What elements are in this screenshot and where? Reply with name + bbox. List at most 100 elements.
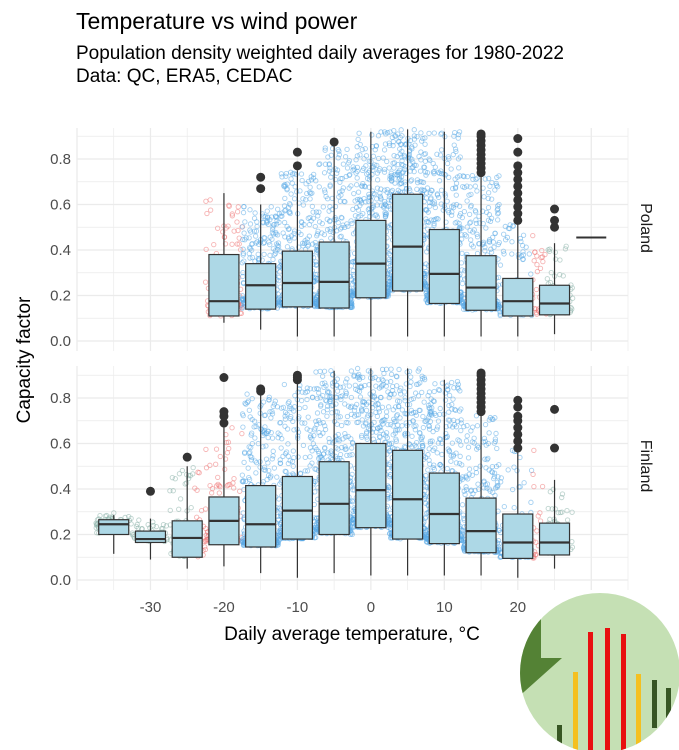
- data-point: [490, 239, 497, 245]
- data-point: [313, 209, 320, 215]
- data-point: [254, 219, 260, 225]
- data-point: [451, 133, 457, 139]
- data-point: [270, 453, 276, 459]
- data-point: [309, 241, 316, 247]
- data-point: [526, 251, 532, 257]
- data-point: [378, 129, 384, 135]
- data-point: [275, 240, 282, 246]
- data-point: [496, 173, 502, 179]
- data-point: [546, 248, 553, 255]
- data-point: [456, 203, 463, 209]
- data-point: [419, 138, 425, 144]
- data-point: [408, 177, 415, 183]
- data-point: [432, 204, 438, 211]
- data-point: [457, 154, 463, 160]
- data-point: [453, 180, 460, 186]
- data-point: [495, 203, 501, 209]
- data-point: [455, 135, 461, 141]
- data-point: [231, 476, 237, 482]
- data-point: [462, 232, 468, 238]
- data-point: [406, 141, 412, 147]
- box-5: [392, 129, 424, 337]
- data-point: [455, 132, 462, 138]
- data-point: [409, 146, 415, 152]
- data-point: [334, 388, 341, 394]
- data-point: [423, 195, 430, 201]
- data-point: [542, 251, 548, 258]
- data-point: [468, 202, 474, 209]
- data-point: [272, 398, 278, 404]
- data-point: [495, 210, 502, 216]
- data-point: [363, 163, 369, 169]
- data-point: [284, 426, 291, 432]
- data-point: [290, 448, 296, 454]
- data-point: [500, 248, 507, 254]
- data-point: [418, 130, 424, 136]
- y-tick-label: 0.6: [50, 197, 71, 214]
- data-point: [495, 217, 501, 223]
- data-point: [203, 246, 209, 253]
- data-point: [313, 259, 319, 265]
- data-point: [548, 270, 554, 276]
- data-point: [229, 213, 235, 219]
- y-tick-label: 0.2: [50, 527, 71, 544]
- data-point: [375, 155, 382, 162]
- data-point: [306, 233, 313, 239]
- data-point: [311, 171, 317, 178]
- data-point: [423, 271, 429, 277]
- data-point: [346, 383, 353, 389]
- data-point: [354, 182, 360, 188]
- data-point: [397, 181, 403, 187]
- data-point: [481, 194, 487, 200]
- y-tick-label: 0.8: [50, 390, 71, 407]
- data-point: [291, 196, 298, 202]
- data-point: [316, 209, 322, 215]
- data-point: [396, 366, 402, 373]
- data-point: [253, 228, 260, 234]
- data-point: [287, 201, 293, 207]
- data-point: [398, 127, 404, 133]
- data-point: [240, 273, 246, 280]
- data-point: [179, 467, 186, 474]
- data-point: [467, 184, 473, 190]
- data-point: [247, 246, 253, 252]
- data-point: [472, 183, 479, 189]
- data-point: [359, 183, 365, 189]
- data-point: [388, 189, 394, 195]
- data-point: [247, 221, 254, 227]
- data-point: [304, 239, 310, 246]
- data-point: [429, 200, 435, 206]
- data-point: [207, 197, 213, 203]
- data-point: [322, 161, 329, 167]
- data-point: [370, 389, 377, 395]
- data-point: [348, 218, 354, 224]
- data-point: [425, 219, 431, 225]
- data-point: [450, 204, 457, 211]
- data-point: [366, 158, 372, 164]
- data-point: [235, 204, 241, 210]
- data-point: [282, 208, 288, 214]
- data-point: [211, 242, 217, 248]
- data-point: [537, 265, 544, 272]
- data-point: [276, 219, 282, 225]
- data-point: [406, 185, 412, 192]
- data-point: [298, 397, 305, 404]
- data-point: [337, 179, 343, 185]
- data-point: [403, 170, 409, 177]
- data-point: [448, 166, 454, 172]
- data-point: [316, 161, 322, 168]
- data-point: [488, 215, 495, 221]
- data-point: [351, 190, 357, 197]
- data-point: [269, 236, 275, 242]
- data-point: [531, 258, 537, 264]
- data-point: [220, 229, 226, 235]
- data-point: [520, 256, 526, 262]
- data-point: [540, 258, 546, 265]
- data-point: [276, 274, 282, 280]
- data-point: [335, 146, 341, 153]
- data-point: [473, 176, 479, 182]
- data-point: [418, 188, 424, 194]
- data-point: [310, 209, 316, 215]
- data-point: [472, 208, 478, 214]
- data-point: [372, 147, 378, 153]
